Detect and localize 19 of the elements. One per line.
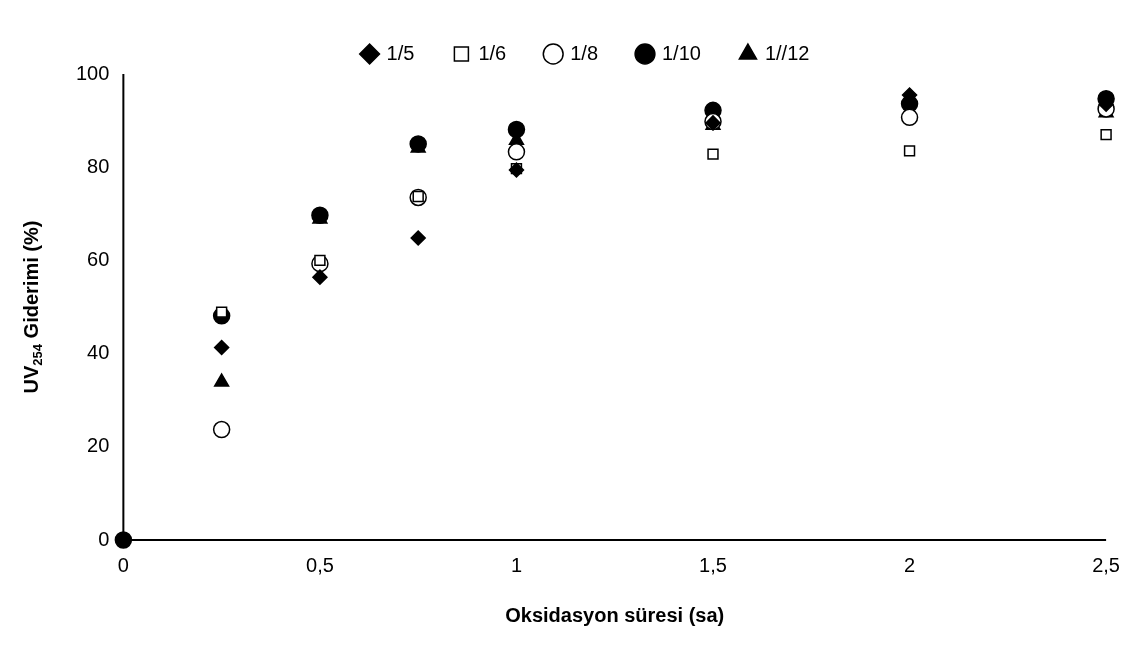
y-axis-title: UV254 Giderimi (%) — [19, 220, 45, 394]
x-axis-title: Oksidasyon süresi (sa) — [505, 603, 725, 626]
x-tick-label: 2,5 — [1092, 553, 1120, 576]
y-tick-label: 60 — [87, 247, 110, 270]
x-tick-label: 0,5 — [306, 553, 334, 576]
y-tick-label: 40 — [87, 341, 110, 364]
x-tick-label: 1 — [510, 553, 523, 576]
legend-label: 1/6 — [478, 41, 507, 64]
legend-label: 1//12 — [764, 41, 810, 64]
y-tick-label: 0 — [98, 527, 110, 550]
y-tick-label: 100 — [75, 61, 110, 84]
x-tick-label: 0 — [117, 553, 129, 576]
x-tick-label: 1,5 — [699, 553, 727, 576]
x-tick-label: 2 — [903, 553, 916, 576]
y-tick-label: 80 — [87, 154, 110, 177]
legend-label: 1/10 — [662, 41, 701, 64]
legend-label: 1/5 — [386, 41, 415, 64]
y-tick-label: 20 — [87, 434, 110, 457]
legend-label: 1/8 — [570, 41, 599, 64]
